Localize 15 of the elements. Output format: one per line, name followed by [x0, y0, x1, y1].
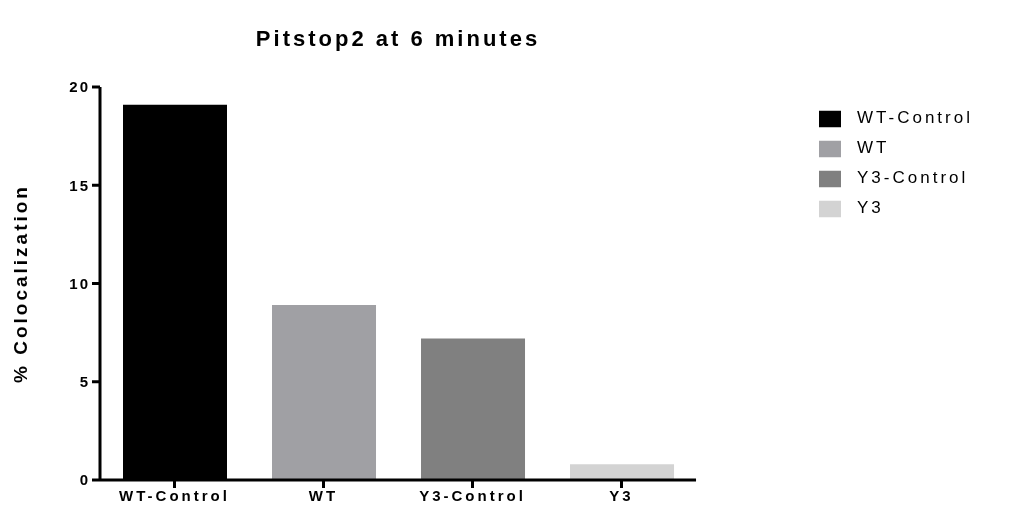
- y-tick-label: 5: [79, 373, 90, 391]
- y-tick-label: 0: [79, 471, 90, 489]
- legend-label: Y3-Control: [857, 168, 969, 187]
- x-tick-label: WT: [308, 486, 339, 504]
- legend-label: WT-Control: [857, 108, 973, 127]
- y-tick-label: 10: [69, 274, 90, 292]
- chart-title: Pitstop2 at 6 minutes: [254, 26, 542, 52]
- x-tick-label: WT-Control: [119, 486, 230, 504]
- legend-label: Y3: [857, 198, 884, 217]
- y-axis-title: % Colocalization: [9, 184, 31, 383]
- y-tick-label: 20: [69, 78, 90, 96]
- legend-label: WT: [857, 138, 890, 157]
- x-tick-label: Y3: [609, 486, 634, 504]
- x-tick-label: Y3-Control: [419, 486, 526, 504]
- y-tick-label: 15: [69, 176, 90, 194]
